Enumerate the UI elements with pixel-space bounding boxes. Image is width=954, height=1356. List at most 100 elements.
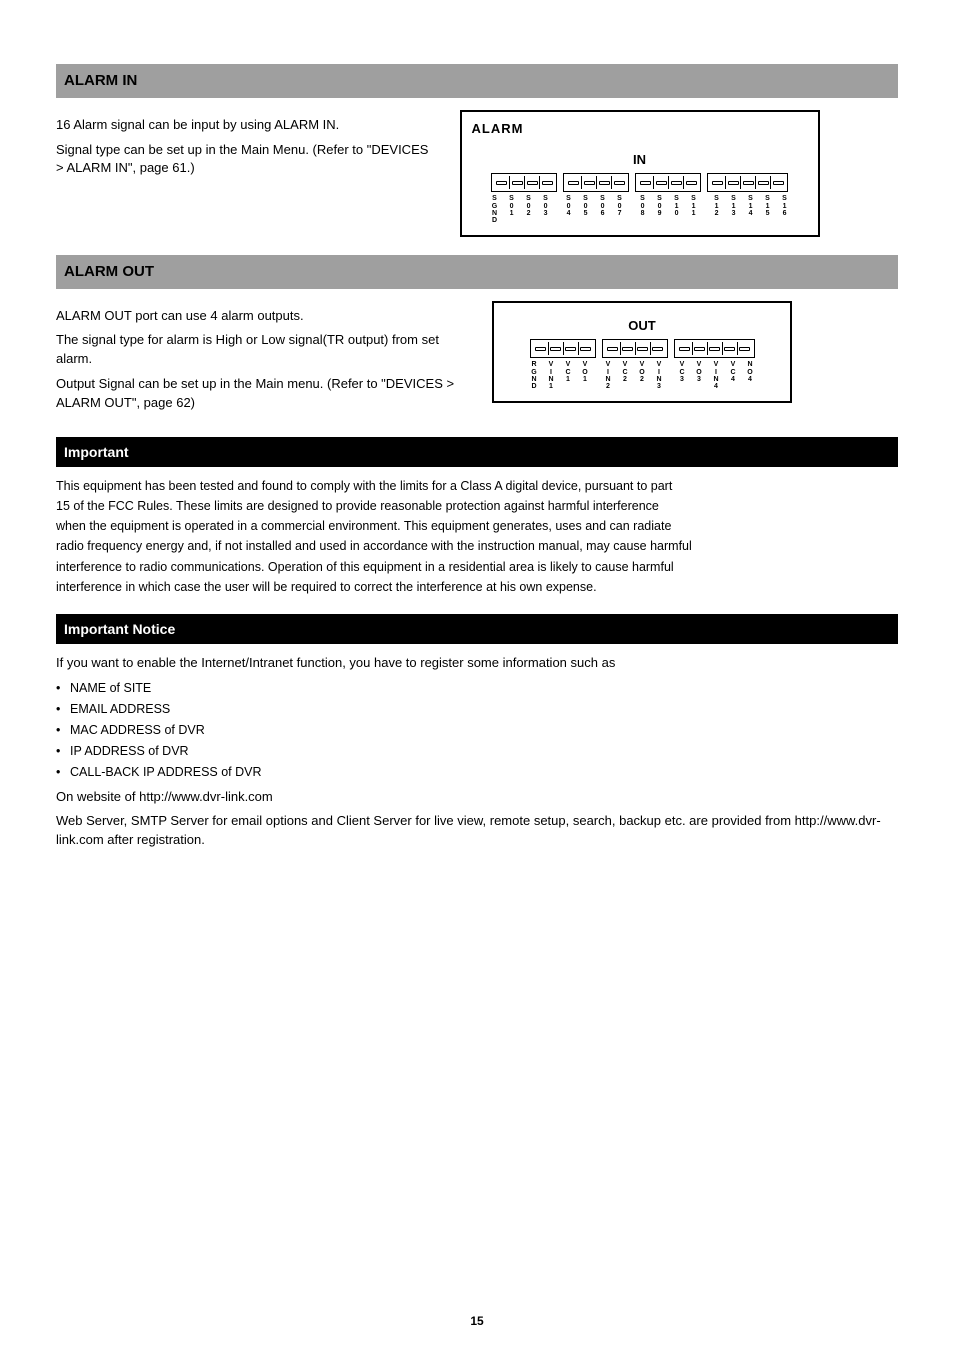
terminal-label-group: S 0 8S 0 9S 1 0S 1 1 xyxy=(634,195,702,224)
alarm-in-row: 16 Alarm signal can be input by using AL… xyxy=(56,110,898,237)
alarm-out-row: ALARM OUT port can use 4 alarm outputs. … xyxy=(56,301,898,419)
terminal-label: S 1 0 xyxy=(668,195,685,224)
screw-terminal xyxy=(611,176,626,189)
terminal-group xyxy=(491,173,557,192)
terminal-label: V I N 3 xyxy=(651,361,668,390)
important-heading-fcc: Important xyxy=(56,437,898,467)
bullet-item: EMAIL ADDRESS xyxy=(56,700,898,718)
alarm-out-figure-col: OUT R G N DV I N 1V C 1V O 1V I N 2V C 2… xyxy=(492,301,898,403)
important-line: radio frequency energy and, if not insta… xyxy=(56,537,898,555)
terminal-label: S 0 3 xyxy=(537,195,554,224)
terminal-label-group: V I N 2V C 2V O 2V I N 3 xyxy=(600,361,668,390)
alarm-in-figure-col: ALARM IN S G N DS 0 1S 0 2S 0 3S 0 4S 0 … xyxy=(460,110,898,237)
bullet-item: MAC ADDRESS of DVR xyxy=(56,721,898,739)
alarm-in-label: IN xyxy=(468,151,812,170)
alarm-out-text-col: ALARM OUT port can use 4 alarm outputs. … xyxy=(56,301,462,419)
terminal-label: S 1 5 xyxy=(759,195,776,224)
important-fcc-body: This equipment has been tested and found… xyxy=(56,477,898,596)
alarm-in-text-2: Signal type can be set up in the Main Me… xyxy=(56,141,430,179)
screw-terminal xyxy=(605,342,620,355)
screw-terminal xyxy=(620,342,635,355)
screw-terminal xyxy=(596,176,611,189)
screw-terminal xyxy=(635,342,650,355)
alarm-in-text-1: 16 Alarm signal can be input by using AL… xyxy=(56,116,430,135)
alarm-out-label: OUT xyxy=(500,317,784,336)
terminal-label: S 0 4 xyxy=(560,195,577,224)
terminal-label: R G N D xyxy=(526,361,543,390)
terminal-label: S 1 2 xyxy=(708,195,725,224)
terminal-label: S 0 5 xyxy=(577,195,594,224)
terminal-label: S 1 3 xyxy=(725,195,742,224)
terminal-label-group: S G N DS 0 1S 0 2S 0 3 xyxy=(486,195,554,224)
screw-terminal xyxy=(710,176,725,189)
alarm-box-title: ALARM xyxy=(472,120,812,139)
terminal-group xyxy=(530,339,596,358)
terminal-label: V O 2 xyxy=(634,361,651,390)
terminal-label: S 1 1 xyxy=(685,195,702,224)
terminal-label: V C 3 xyxy=(674,361,691,390)
terminal-label: S G N D xyxy=(486,195,503,224)
terminal-label: S 0 6 xyxy=(594,195,611,224)
alarm-out-figure: OUT R G N DV I N 1V C 1V O 1V I N 2V C 2… xyxy=(492,301,792,403)
important-line: This equipment has been tested and found… xyxy=(56,477,898,495)
terminal-group xyxy=(602,339,668,358)
screw-terminal xyxy=(740,176,755,189)
terminal-label: V I N 4 xyxy=(708,361,725,390)
screw-terminal xyxy=(692,342,707,355)
screw-terminal xyxy=(539,176,554,189)
screw-terminal xyxy=(755,176,770,189)
alarm-in-ports xyxy=(468,173,812,192)
screw-terminal xyxy=(737,342,752,355)
important-line: when the equipment is operated in a comm… xyxy=(56,517,898,535)
alarm-out-text-1: ALARM OUT port can use 4 alarm outputs. xyxy=(56,307,462,326)
terminal-label: V I N 2 xyxy=(600,361,617,390)
screw-terminal xyxy=(563,342,578,355)
screw-terminal xyxy=(548,342,563,355)
screw-terminal xyxy=(683,176,698,189)
important-notice-body: If you want to enable the Internet/Intra… xyxy=(56,654,898,850)
screw-terminal xyxy=(566,176,581,189)
terminal-label: N O 4 xyxy=(742,361,759,390)
alarm-out-ports xyxy=(500,339,784,358)
screw-terminal xyxy=(581,176,596,189)
terminal-group xyxy=(563,173,629,192)
terminal-label: S 0 8 xyxy=(634,195,651,224)
alarm-in-figure: ALARM IN S G N DS 0 1S 0 2S 0 3S 0 4S 0 … xyxy=(460,110,820,237)
important-line: interference in which case the user will… xyxy=(56,578,898,596)
screw-terminal xyxy=(725,176,740,189)
screw-terminal xyxy=(638,176,653,189)
screw-terminal xyxy=(677,342,692,355)
alarm-out-text-3: Output Signal can be set up in the Main … xyxy=(56,375,462,413)
screw-terminal xyxy=(509,176,524,189)
screw-terminal xyxy=(770,176,785,189)
terminal-label: S 1 6 xyxy=(776,195,793,224)
terminal-label-group: S 1 2S 1 3S 1 4S 1 5S 1 6 xyxy=(708,195,793,224)
important-notice-tail1: On website of http://www.dvr-link.com xyxy=(56,788,898,807)
alarm-in-port-labels: S G N DS 0 1S 0 2S 0 3S 0 4S 0 5S 0 6S 0… xyxy=(468,195,812,224)
screw-terminal xyxy=(650,342,665,355)
terminal-label: V C 2 xyxy=(617,361,634,390)
important-heading-notice: Important Notice xyxy=(56,614,898,644)
important-notice-bullets: NAME of SITE EMAIL ADDRESS MAC ADDRESS of … xyxy=(56,679,898,782)
alarm-in-text-col: 16 Alarm signal can be input by using AL… xyxy=(56,110,430,185)
screw-terminal xyxy=(722,342,737,355)
terminal-label: S 0 9 xyxy=(651,195,668,224)
page-number: 15 xyxy=(0,1313,954,1330)
terminal-label: S 0 1 xyxy=(503,195,520,224)
screw-terminal xyxy=(533,342,548,355)
screw-terminal xyxy=(578,342,593,355)
bullet-item: CALL-BACK IP ADDRESS of DVR xyxy=(56,763,898,781)
terminal-label: S 0 2 xyxy=(520,195,537,224)
important-line: interference to radio communications. Op… xyxy=(56,558,898,576)
terminal-label: V O 1 xyxy=(577,361,594,390)
screw-terminal xyxy=(653,176,668,189)
terminal-label: S 0 7 xyxy=(611,195,628,224)
alarm-out-port-labels: R G N DV I N 1V C 1V O 1V I N 2V C 2V O … xyxy=(500,361,784,390)
bullet-item: IP ADDRESS of DVR xyxy=(56,742,898,760)
terminal-group xyxy=(674,339,755,358)
important-notice-lead: If you want to enable the Internet/Intra… xyxy=(56,654,898,673)
screw-terminal xyxy=(494,176,509,189)
bullet-item: NAME of SITE xyxy=(56,679,898,697)
terminal-group xyxy=(707,173,788,192)
section-heading-alarm-in: ALARM IN xyxy=(56,64,898,98)
